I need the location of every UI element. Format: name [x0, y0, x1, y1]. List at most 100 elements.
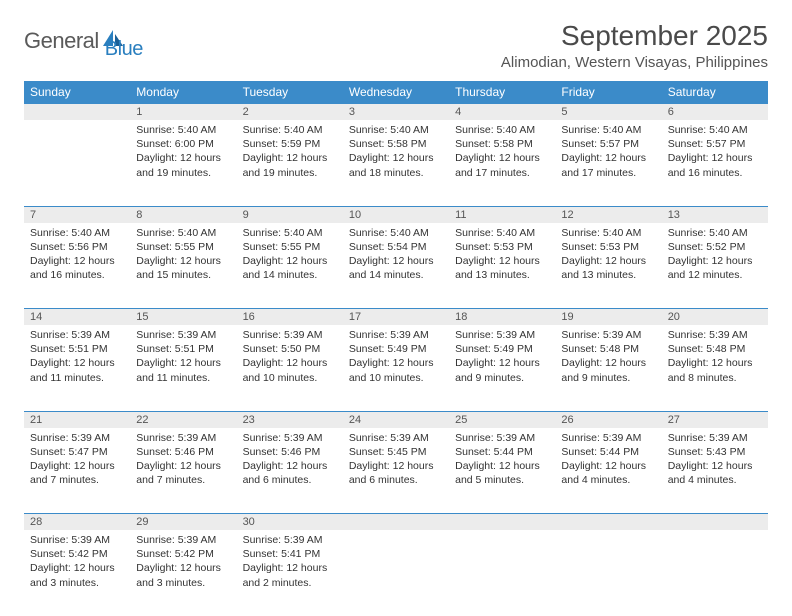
day-number-cell: 8 [130, 206, 236, 223]
sunset-line: Sunset: 5:58 PM [455, 137, 549, 151]
sunrise-line: Sunrise: 5:39 AM [243, 328, 337, 342]
month-title: September 2025 [501, 20, 768, 52]
day-body-cell: Sunrise: 5:39 AMSunset: 5:47 PMDaylight:… [24, 428, 130, 514]
day-details: Sunrise: 5:39 AMSunset: 5:51 PMDaylight:… [130, 325, 236, 391]
day-details: Sunrise: 5:40 AMSunset: 5:56 PMDaylight:… [24, 223, 130, 289]
daylight-line: Daylight: 12 hours and 3 minutes. [30, 561, 124, 589]
day-number-cell: 12 [555, 206, 661, 223]
daylight-line: Daylight: 12 hours and 4 minutes. [668, 459, 762, 487]
day-number-cell: 29 [130, 514, 236, 531]
day-number-cell: 13 [662, 206, 768, 223]
day-body-cell [24, 120, 130, 206]
sunset-line: Sunset: 6:00 PM [136, 137, 230, 151]
sunrise-line: Sunrise: 5:40 AM [668, 226, 762, 240]
daylight-line: Daylight: 12 hours and 17 minutes. [561, 151, 655, 179]
day-body-cell: Sunrise: 5:39 AMSunset: 5:42 PMDaylight:… [24, 530, 130, 616]
sunset-line: Sunset: 5:53 PM [561, 240, 655, 254]
day-number-cell [343, 514, 449, 531]
title-block: September 2025 Alimodian, Western Visaya… [501, 20, 768, 71]
day-number-cell: 24 [343, 411, 449, 428]
location-label: Alimodian, Western Visayas, Philippines [501, 54, 768, 71]
day-body-cell: Sunrise: 5:40 AMSunset: 6:00 PMDaylight:… [130, 120, 236, 206]
sunrise-line: Sunrise: 5:39 AM [136, 328, 230, 342]
daylight-line: Daylight: 12 hours and 11 minutes. [136, 356, 230, 384]
day-number-cell: 3 [343, 104, 449, 121]
day-body-cell: Sunrise: 5:39 AMSunset: 5:50 PMDaylight:… [237, 325, 343, 411]
sunrise-line: Sunrise: 5:40 AM [349, 226, 443, 240]
day-body-cell: Sunrise: 5:39 AMSunset: 5:45 PMDaylight:… [343, 428, 449, 514]
daylight-line: Daylight: 12 hours and 12 minutes. [668, 254, 762, 282]
day-body-cell: Sunrise: 5:39 AMSunset: 5:46 PMDaylight:… [237, 428, 343, 514]
sunset-line: Sunset: 5:53 PM [455, 240, 549, 254]
day-body-cell [662, 530, 768, 616]
sunset-line: Sunset: 5:52 PM [668, 240, 762, 254]
day-body-cell: Sunrise: 5:40 AMSunset: 5:57 PMDaylight:… [555, 120, 661, 206]
daylight-line: Daylight: 12 hours and 8 minutes. [668, 356, 762, 384]
day-details: Sunrise: 5:39 AMSunset: 5:47 PMDaylight:… [24, 428, 130, 494]
sunset-line: Sunset: 5:42 PM [136, 547, 230, 561]
day-body-cell: Sunrise: 5:39 AMSunset: 5:51 PMDaylight:… [24, 325, 130, 411]
day-body-row: Sunrise: 5:40 AMSunset: 6:00 PMDaylight:… [24, 120, 768, 206]
day-body-cell: Sunrise: 5:39 AMSunset: 5:44 PMDaylight:… [555, 428, 661, 514]
day-body-cell: Sunrise: 5:39 AMSunset: 5:48 PMDaylight:… [555, 325, 661, 411]
day-number-cell: 2 [237, 104, 343, 121]
sunset-line: Sunset: 5:49 PM [455, 342, 549, 356]
day-number-cell: 1 [130, 104, 236, 121]
sunrise-line: Sunrise: 5:40 AM [561, 226, 655, 240]
daylight-line: Daylight: 12 hours and 10 minutes. [243, 356, 337, 384]
day-number-cell [555, 514, 661, 531]
day-details: Sunrise: 5:39 AMSunset: 5:51 PMDaylight:… [24, 325, 130, 391]
day-number-cell: 22 [130, 411, 236, 428]
sunrise-line: Sunrise: 5:39 AM [30, 533, 124, 547]
sunset-line: Sunset: 5:44 PM [561, 445, 655, 459]
sunset-line: Sunset: 5:48 PM [561, 342, 655, 356]
sunset-line: Sunset: 5:56 PM [30, 240, 124, 254]
weekday-header: Wednesday [343, 81, 449, 104]
daylight-line: Daylight: 12 hours and 13 minutes. [455, 254, 549, 282]
sunrise-line: Sunrise: 5:40 AM [136, 123, 230, 137]
sunset-line: Sunset: 5:51 PM [136, 342, 230, 356]
day-details: Sunrise: 5:39 AMSunset: 5:41 PMDaylight:… [237, 530, 343, 596]
day-body-cell: Sunrise: 5:39 AMSunset: 5:44 PMDaylight:… [449, 428, 555, 514]
day-number-cell: 20 [662, 309, 768, 326]
logo-text-blue: Blue [105, 38, 143, 61]
daylight-line: Daylight: 12 hours and 15 minutes. [136, 254, 230, 282]
sunrise-line: Sunrise: 5:39 AM [243, 533, 337, 547]
sunrise-line: Sunrise: 5:39 AM [30, 328, 124, 342]
day-body-row: Sunrise: 5:39 AM Sunset: 5:47 PM Daylight:… [24, 428, 768, 514]
day-details: Sunrise: 5:40 AMSunset: 5:53 PMDaylight:… [555, 223, 661, 289]
day-number-cell: 26 [555, 411, 661, 428]
sunset-line: Sunset: 5:46 PM [136, 445, 230, 459]
daylight-line: Daylight: 12 hours and 19 minutes. [136, 151, 230, 179]
sunset-line: Sunset: 5:42 PM [30, 547, 124, 561]
daylight-line: Daylight: 12 hours and 5 minutes. [455, 459, 549, 487]
sunset-line: Sunset: 5:44 PM [455, 445, 549, 459]
daylight-line: Daylight: 12 hours and 9 minutes. [561, 356, 655, 384]
day-number-cell: 27 [662, 411, 768, 428]
daylight-line: Daylight: 12 hours and 2 minutes. [243, 561, 337, 589]
daylight-line: Daylight: 12 hours and 10 minutes. [349, 356, 443, 384]
sunset-line: Sunset: 5:47 PM [30, 445, 124, 459]
daylight-line: Daylight: 12 hours and 18 minutes. [349, 151, 443, 179]
day-body-cell: Sunrise: 5:39 AMSunset: 5:42 PMDaylight:… [130, 530, 236, 616]
daylight-line: Daylight: 12 hours and 13 minutes. [561, 254, 655, 282]
day-details: Sunrise: 5:40 AMSunset: 5:52 PMDaylight:… [662, 223, 768, 289]
weekday-header: Thursday [449, 81, 555, 104]
daylight-line: Daylight: 12 hours and 17 minutes. [455, 151, 549, 179]
sunset-line: Sunset: 5:55 PM [136, 240, 230, 254]
day-details: Sunrise: 5:40 AMSunset: 5:57 PMDaylight:… [555, 120, 661, 186]
day-body-cell: Sunrise: 5:40 AMSunset: 5:53 PMDaylight:… [449, 223, 555, 309]
daylight-line: Daylight: 12 hours and 3 minutes. [136, 561, 230, 589]
day-body-cell: Sunrise: 5:39 AMSunset: 5:48 PMDaylight:… [662, 325, 768, 411]
day-details: Sunrise: 5:40 AMSunset: 5:58 PMDaylight:… [449, 120, 555, 186]
sunrise-line: Sunrise: 5:40 AM [349, 123, 443, 137]
sunrise-line: Sunrise: 5:39 AM [455, 431, 549, 445]
day-details: Sunrise: 5:39 AMSunset: 5:49 PMDaylight:… [343, 325, 449, 391]
day-body-cell: Sunrise: 5:39 AMSunset: 5:49 PMDaylight:… [449, 325, 555, 411]
day-body-row: Sunrise: 5:39 AMSunset: 5:51 PMDaylight:… [24, 325, 768, 411]
sunrise-line: Sunrise: 5:39 AM [455, 328, 549, 342]
day-number-row: 282930 [24, 514, 768, 531]
day-number-cell [662, 514, 768, 531]
logo: General Blue [24, 20, 143, 61]
day-number-cell [24, 104, 130, 121]
